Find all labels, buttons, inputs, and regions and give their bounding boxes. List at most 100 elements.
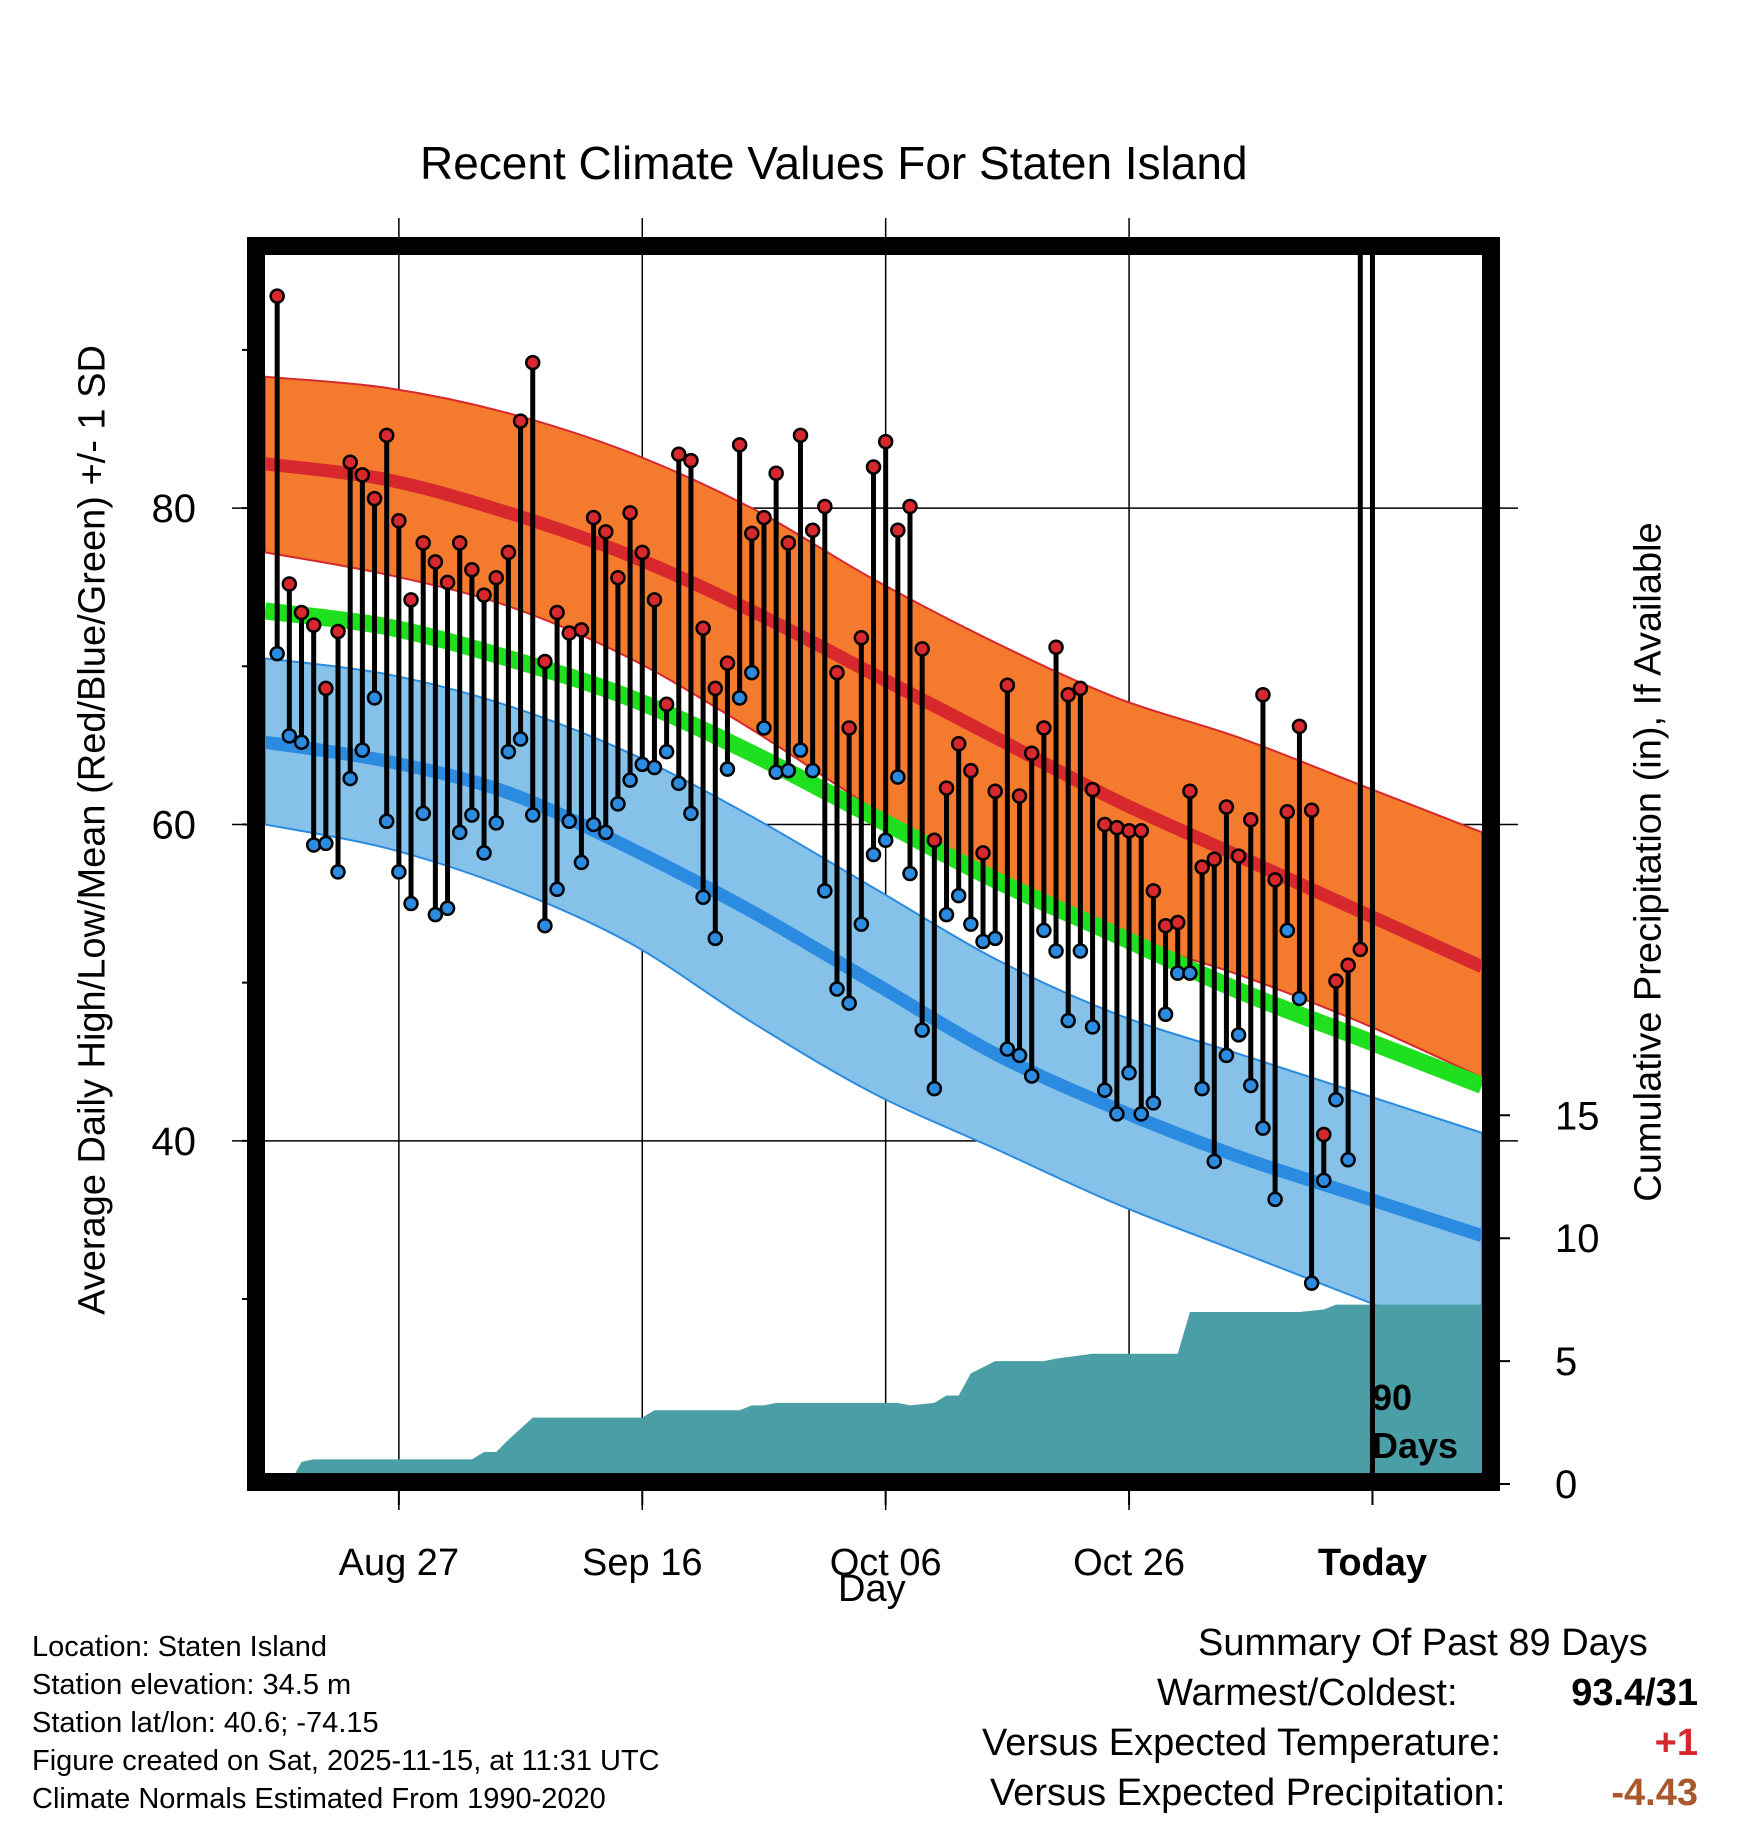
- low-point: [354, 742, 371, 758]
- axes: Aug 27 Sep 16 Oct 06 Oct 26 Today 40 60 80 0 5 10 1…: [152, 348, 1600, 1584]
- low-point: [1243, 1077, 1259, 1094]
- low-point: [1316, 1172, 1332, 1189]
- low-point: [622, 772, 638, 788]
- high-point: [293, 604, 310, 621]
- low-point: [1145, 1095, 1162, 1111]
- low-point: [1036, 922, 1052, 939]
- low-point: [756, 720, 772, 736]
- high-point: [646, 592, 663, 608]
- high-point: [1023, 745, 1040, 762]
- high-point: [366, 490, 383, 507]
- high-point: [1316, 1126, 1332, 1143]
- low-point: [950, 887, 967, 904]
- low-point: [415, 805, 431, 822]
- low-point: [1133, 1106, 1149, 1122]
- high-point: [1145, 883, 1162, 899]
- high-point: [512, 413, 529, 429]
- high-point: [1060, 686, 1076, 703]
- high-point: [683, 452, 699, 469]
- high-point: [1255, 686, 1271, 703]
- low-point: [1194, 1080, 1210, 1097]
- low-point: [293, 734, 310, 750]
- low-point: [963, 916, 979, 932]
- y-right-tick-label: 5: [1555, 1340, 1577, 1384]
- low-point: [512, 731, 529, 747]
- high-point: [756, 509, 772, 526]
- high-point: [1182, 783, 1198, 799]
- low-point: [366, 690, 383, 706]
- low-point: [926, 1080, 943, 1097]
- high-point: [1243, 811, 1259, 828]
- high-point: [902, 498, 918, 515]
- high-point: [488, 569, 504, 586]
- daily-bars: [269, 0, 1369, 1291]
- low-point: [1060, 1012, 1076, 1029]
- low-point: [646, 759, 663, 776]
- low-point: [1354, 0, 1367, 7]
- high-point: [378, 427, 395, 444]
- high-point: [1048, 639, 1064, 656]
- low-point: [902, 865, 918, 882]
- today-marker-label: 90 Days: [1372, 1377, 1459, 1466]
- high-point: [281, 576, 298, 592]
- low-point: [378, 813, 395, 830]
- low-point: [780, 762, 797, 779]
- high-point: [318, 680, 334, 697]
- summary-temp-label: Versus Expected Temperature:: [982, 1722, 1501, 1764]
- high-point: [804, 522, 821, 538]
- high-point: [305, 617, 322, 633]
- low-point: [1011, 1047, 1028, 1064]
- low-point: [439, 900, 456, 917]
- high-point: [549, 604, 565, 621]
- high-point: [634, 544, 651, 561]
- high-point: [439, 574, 456, 591]
- high-point: [403, 592, 419, 608]
- low-point: [281, 728, 298, 744]
- low-point: [1157, 1006, 1174, 1023]
- low-point: [671, 775, 687, 792]
- high-point: [1340, 957, 1356, 973]
- y-right-tick-label: 10: [1555, 1217, 1600, 1261]
- high-point: [817, 498, 833, 515]
- x-tick-label: Aug 27: [339, 1542, 459, 1584]
- high-point: [1352, 941, 1369, 958]
- high-point: [1170, 914, 1186, 931]
- x-axis-label: Day: [838, 1568, 906, 1610]
- low-point: [744, 664, 760, 681]
- high-point: [707, 680, 724, 697]
- high-point: [744, 525, 760, 542]
- low-point: [853, 916, 870, 932]
- high-point: [963, 762, 979, 779]
- high-point: [342, 454, 358, 470]
- low-point: [610, 796, 626, 812]
- high-point: [1218, 799, 1235, 815]
- low-point: [719, 761, 736, 777]
- low-point: [488, 815, 504, 831]
- low-point: [1096, 1082, 1113, 1098]
- low-point: [1206, 1153, 1223, 1170]
- high-point: [914, 641, 930, 657]
- high-point: [585, 509, 602, 526]
- y-left-tick-label: 60: [152, 803, 197, 847]
- high-point: [500, 544, 517, 561]
- low-point: [561, 813, 577, 830]
- high-point: [719, 655, 736, 671]
- low-point: [318, 835, 334, 852]
- high-point: [610, 569, 626, 586]
- summary-temp-value: +1: [1654, 1722, 1698, 1764]
- low-point: [451, 824, 468, 841]
- high-point: [780, 535, 797, 551]
- low-point: [829, 981, 845, 997]
- low-point: [890, 769, 906, 785]
- high-point: [671, 446, 687, 463]
- high-point: [658, 696, 675, 712]
- low-point: [1218, 1047, 1235, 1064]
- low-point: [1109, 1106, 1125, 1122]
- low-point: [987, 930, 1003, 947]
- x-tick-label: Sep 16: [582, 1542, 702, 1584]
- low-point: [707, 930, 724, 947]
- high-point: [451, 535, 468, 551]
- low-point: [342, 770, 358, 787]
- low-point: [768, 764, 784, 781]
